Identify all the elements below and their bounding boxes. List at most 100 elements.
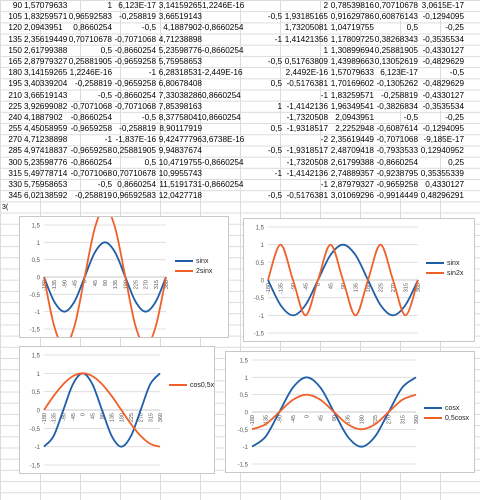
table-cell[interactable]: 9,42477796: [158, 135, 202, 145]
table-cell[interactable]: 3,66519143: [24, 90, 68, 100]
table-cell[interactable]: 12,0427718: [158, 191, 202, 201]
table-cell[interactable]: -1,9318517: [286, 124, 328, 134]
table-cell[interactable]: -2: [320, 135, 328, 145]
table-cell[interactable]: 1,70169602: [330, 79, 374, 89]
table-cell[interactable]: 4,97418837: [24, 146, 68, 156]
table-cell[interactable]: -0,1294095: [422, 12, 464, 22]
table-cell[interactable]: -0,4829629: [422, 56, 464, 66]
table-cell[interactable]: 3,92699082: [24, 101, 68, 111]
table-cell[interactable]: -0,4330127: [422, 45, 464, 55]
table-cell[interactable]: 240: [8, 112, 22, 122]
table-cell[interactable]: 4,1887902: [24, 112, 63, 122]
chart-sinx-sin2x[interactable]: 1,5 1 0,5 0 -0,5 -1 -1,5 -180 -135 -90 -45 0 45 90 135…: [243, 218, 475, 342]
table-cell[interactable]: -0,9659258: [70, 146, 112, 156]
table-cell[interactable]: 0,5: [270, 124, 282, 134]
table-cell[interactable]: -0,5: [449, 68, 464, 78]
table-cell[interactable]: 2,4492E-16: [285, 68, 328, 78]
table-cell[interactable]: 0,25881905: [68, 56, 112, 66]
table-cell[interactable]: -0,1305262: [376, 79, 418, 89]
table-cell[interactable]: -0,258819: [381, 90, 418, 100]
table-cell[interactable]: -0,9659258: [114, 79, 156, 89]
table-cell[interactable]: -0,7071068: [70, 101, 112, 111]
table-cell[interactable]: 3,6738E-16: [202, 135, 245, 145]
table-cell[interactable]: 0,13052619: [374, 56, 418, 66]
table-cell[interactable]: 2,48709418: [330, 146, 374, 156]
table-cell[interactable]: 1,73205081: [284, 23, 328, 33]
table-cell[interactable]: -1,7320508: [286, 112, 328, 122]
table-cell[interactable]: 6,80678408: [158, 79, 202, 89]
table-cell[interactable]: 3,0615E-17: [421, 1, 464, 10]
table-cell[interactable]: 2,61799388: [330, 157, 374, 167]
table-cell[interactable]: -1,837E-16: [115, 135, 156, 145]
table-cell[interactable]: -0,5: [267, 191, 282, 201]
table-cell[interactable]: -0,9659258: [376, 180, 418, 189]
table-cell[interactable]: 5,23598776: [24, 157, 68, 167]
table-cell[interactable]: 4,71238898: [24, 135, 68, 145]
table-cell[interactable]: -1: [320, 180, 328, 189]
table-cell[interactable]: 4,1887902: [163, 23, 202, 33]
table-cell[interactable]: -0,7071068: [114, 101, 156, 111]
table-cell[interactable]: 225: [8, 101, 22, 111]
table-cell[interactable]: 1,57079633: [330, 68, 374, 78]
table-cell[interactable]: 6,28318531: [158, 68, 202, 78]
table-cell[interactable]: 2,87979327: [330, 180, 374, 189]
table-cell[interactable]: 5,75958653: [158, 56, 202, 66]
table-cell[interactable]: -0,6087614: [376, 124, 418, 134]
table-cell[interactable]: 1,96349541: [330, 101, 374, 111]
table-cell[interactable]: -0,5176381: [286, 79, 328, 89]
table-cell[interactable]: -0,8660254: [114, 90, 156, 100]
table-cell[interactable]: 2,87979327: [24, 56, 68, 66]
table-cell[interactable]: 1,57079633: [24, 1, 68, 10]
table-cell[interactable]: 0,70710678: [68, 34, 112, 44]
table-cell[interactable]: 210: [8, 90, 22, 100]
table-cell[interactable]: 2,35619449: [24, 34, 68, 44]
table-cell[interactable]: 0,25881905: [112, 146, 156, 156]
table-cell[interactable]: 10,4719755: [158, 157, 202, 167]
table-cell[interactable]: 6,123E-17: [118, 1, 156, 10]
table-cell[interactable]: -1,4142136: [286, 168, 328, 178]
table-cell[interactable]: 0,5: [144, 157, 156, 167]
table-cell[interactable]: -1: [274, 34, 282, 44]
table-cell[interactable]: -0,5: [267, 146, 282, 156]
table-cell[interactable]: -0,25: [445, 112, 464, 122]
table-cell[interactable]: -0,5: [97, 180, 112, 189]
table-cell[interactable]: -0,4829629: [422, 79, 464, 89]
table-cell[interactable]: 10,9955743: [158, 168, 202, 178]
table-cell[interactable]: -0,258819: [119, 124, 156, 134]
table-cell[interactable]: 0,51763809: [284, 56, 328, 66]
table-cell[interactable]: 4,45058959: [24, 124, 68, 134]
table-cell[interactable]: 1,83259571: [330, 90, 374, 100]
chart-cosx-05cosx[interactable]: 1,5 1 0,5 0 -0,5 -1 -1,5 -180 -135 -90 -45 0 45 90 135…: [225, 351, 475, 473]
table-cell[interactable]: 11,5191731: [159, 180, 202, 189]
table-cell[interactable]: 2,0943951: [24, 23, 63, 33]
table-cell[interactable]: 0,5: [100, 45, 112, 55]
table-cell[interactable]: -0,8660254: [202, 45, 244, 55]
table-cell[interactable]: 165: [8, 56, 22, 66]
table-cell[interactable]: 120: [8, 23, 22, 33]
table-cell[interactable]: 0,70710678: [112, 168, 156, 178]
table-cell[interactable]: -0,8660254: [202, 180, 244, 189]
table-cell[interactable]: -1,7320508: [286, 157, 328, 167]
table-cell[interactable]: 0,8660254: [202, 112, 241, 122]
table-cell[interactable]: 285: [8, 146, 22, 156]
table-cell[interactable]: 0,12940952: [420, 146, 464, 156]
table-cell[interactable]: 0,5: [406, 23, 418, 33]
table-cell[interactable]: 255: [8, 124, 22, 134]
table-cell[interactable]: 270: [8, 135, 22, 145]
table-cell[interactable]: 1,30899694: [330, 45, 374, 55]
table-cell[interactable]: 3,14159265: [158, 1, 202, 10]
table-cell[interactable]: -0,4330127: [422, 90, 464, 100]
table-cell[interactable]: 7,85398163: [158, 101, 202, 111]
table-cell[interactable]: 0,96592583: [112, 191, 156, 201]
chart-cos05x[interactable]: 1,5 1 0,5 0 -0,5 -1 -1,5 -180 -135 -90 -45 0 45 90 135…: [19, 346, 215, 474]
table-cell[interactable]: 6,02138592: [24, 191, 68, 201]
table-cell[interactable]: -0,9659258: [70, 124, 112, 134]
table-cell[interactable]: -0,8660254: [70, 112, 112, 122]
table-cell[interactable]: -0,9238795: [376, 168, 418, 178]
table-cell[interactable]: -0,7071068: [70, 168, 112, 178]
table-cell[interactable]: 5,23598776: [158, 45, 202, 55]
table-cell[interactable]: 2,2252948: [335, 124, 374, 134]
table-cell[interactable]: 105: [8, 12, 22, 22]
table-cell[interactable]: -0,9659258: [114, 56, 156, 66]
table-cell[interactable]: -1,4142136: [286, 101, 328, 111]
